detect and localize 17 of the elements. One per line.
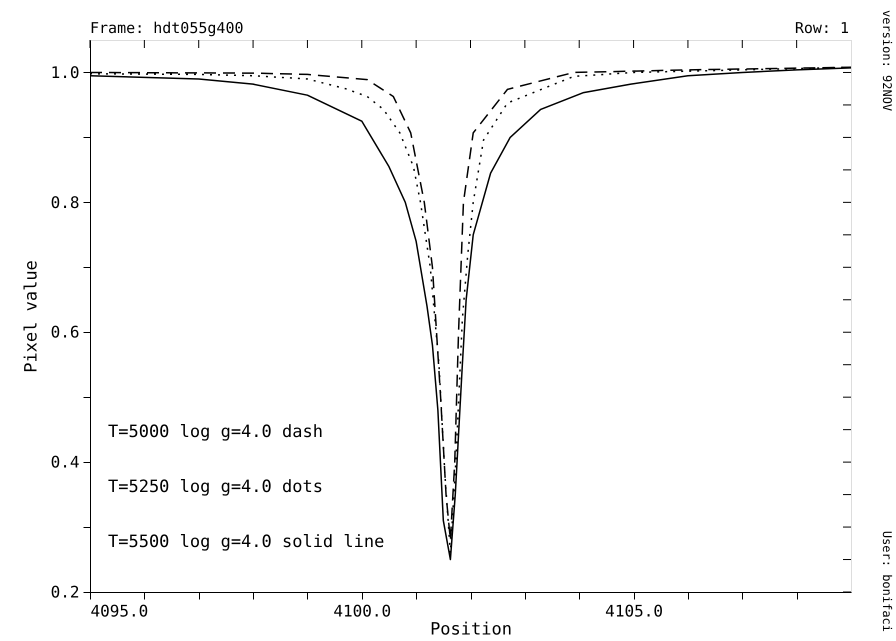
annotation: T=5500 log g=4.0 solid line <box>108 532 384 552</box>
x-tick-label: 4105.0 <box>605 602 663 620</box>
chart-title: Frame: hdt055g400 <box>90 19 244 37</box>
y-axis-title: Pixel value <box>22 260 42 373</box>
y-tick-label: 1.0 <box>50 62 80 82</box>
x-tick-label: 4100.0 <box>333 602 392 620</box>
y-tick-label: 0.4 <box>50 452 80 472</box>
y-tick-label: 0.8 <box>50 192 80 212</box>
x-axis-title: Position <box>430 620 512 640</box>
text: version: 92NOV <box>880 10 894 112</box>
annotation: T=5250 log g=4.0 dots <box>108 477 323 497</box>
text: User: bonifaci <box>880 530 894 632</box>
y-tick-label: 0.6 <box>50 322 80 342</box>
text: Row: 1 <box>794 19 849 37</box>
annotation: T=5000 log g=4.0 dash <box>108 422 323 442</box>
y-tick-label: 0.2 <box>50 582 80 602</box>
x-tick-label: 4095.0 <box>90 602 148 620</box>
